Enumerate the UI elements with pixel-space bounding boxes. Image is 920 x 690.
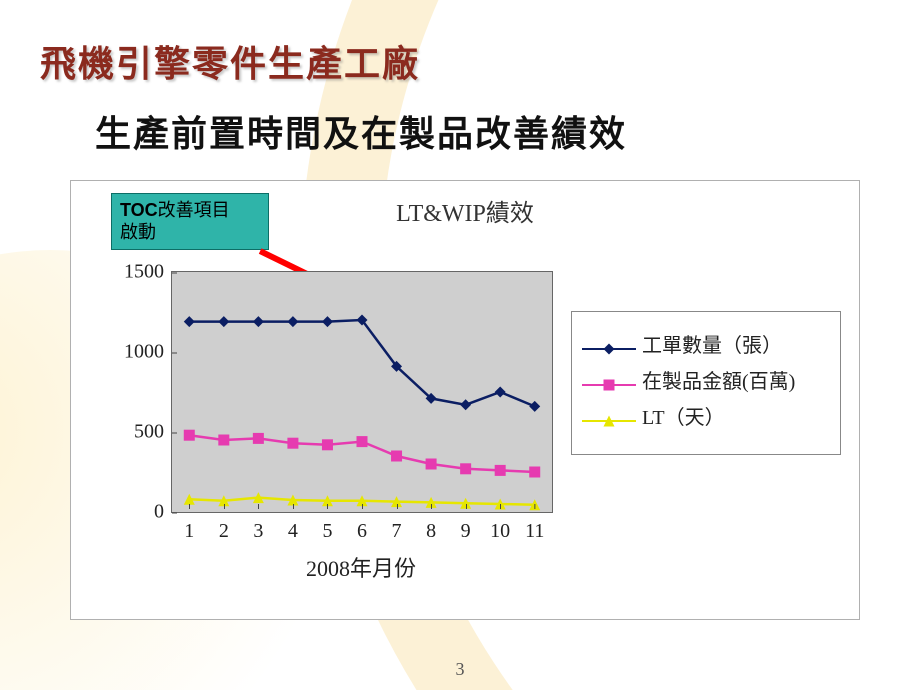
x-tick: 2	[219, 512, 229, 543]
page-number: 3	[0, 659, 920, 680]
series-marker-orders	[460, 399, 471, 410]
series-marker-orders	[287, 316, 298, 327]
slide-title-main: 飛機引擎零件生產工廠	[40, 35, 420, 87]
series-marker-orders	[253, 316, 264, 327]
series-marker-wip	[495, 465, 506, 476]
x-tick: 9	[461, 512, 471, 543]
x-tick: 6	[357, 512, 367, 543]
legend: 工單數量（張） 在製品金額(百萬) LT（天）	[571, 311, 841, 455]
y-tick: 1500	[124, 261, 172, 284]
x-tick: 4	[288, 512, 298, 543]
series-marker-wip	[253, 433, 264, 444]
x-axis-label: 2008年月份	[171, 551, 551, 583]
series-marker-wip	[391, 451, 402, 462]
plot-svg	[172, 272, 552, 512]
series-marker-wip	[218, 435, 229, 446]
series-marker-wip	[184, 430, 195, 441]
legend-label: 在製品金額(百萬)	[642, 370, 830, 395]
x-tick: 10	[490, 512, 510, 543]
legend-item-lt: LT（天）	[582, 406, 830, 432]
x-tick: 3	[253, 512, 263, 543]
series-marker-orders	[529, 401, 540, 412]
x-tick: 1	[184, 512, 194, 543]
legend-item-wip: 在製品金額(百萬)	[582, 370, 830, 396]
series-marker-orders	[184, 316, 195, 327]
x-tick: 7	[392, 512, 402, 543]
series-marker-wip	[460, 463, 471, 474]
series-marker-wip	[357, 436, 368, 447]
series-marker-wip	[529, 467, 540, 478]
legend-symbol	[582, 338, 636, 360]
x-tick: 11	[525, 512, 544, 543]
legend-symbol	[582, 374, 636, 396]
series-marker-orders	[218, 316, 229, 327]
y-tick: 1000	[124, 341, 172, 364]
series-marker-orders	[495, 387, 506, 398]
slide-title-sub: 生產前置時間及在製品改善績效	[95, 105, 627, 157]
series-marker-wip	[322, 439, 333, 450]
plot-area: 050010001500 1234567891011	[171, 271, 553, 513]
y-tick: 500	[134, 421, 172, 444]
series-marker-wip	[426, 459, 437, 470]
series-marker-wip	[287, 438, 298, 449]
series-line-orders	[189, 320, 534, 406]
toc-callout: TOC改善項目 啟動	[111, 193, 269, 250]
series-marker-orders	[322, 316, 333, 327]
y-tick: 0	[154, 501, 172, 524]
legend-item-orders: 工單數量（張）	[582, 334, 830, 360]
legend-label: 工單數量（張）	[642, 334, 830, 359]
x-tick: 5	[322, 512, 332, 543]
callout-line2: 啟動	[120, 222, 156, 242]
x-tick: 8	[426, 512, 436, 543]
callout-bold: TOC	[120, 200, 158, 220]
chart-container: LT&WIP績效 TOC改善項目 啟動 050010001500 1234567…	[70, 180, 860, 620]
legend-label: LT（天）	[642, 406, 830, 431]
legend-symbol	[582, 410, 636, 432]
callout-line1-rest: 改善項目	[158, 200, 230, 220]
